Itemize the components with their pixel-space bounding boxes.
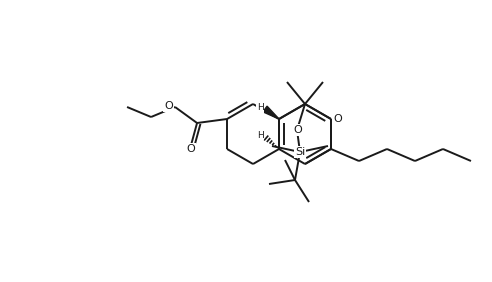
Text: H: H <box>257 131 263 140</box>
Text: H: H <box>257 103 263 113</box>
Text: O: O <box>294 125 303 135</box>
Text: O: O <box>164 101 173 111</box>
Text: Si: Si <box>295 147 305 157</box>
Polygon shape <box>263 106 279 119</box>
Text: O: O <box>333 114 342 124</box>
Text: O: O <box>186 144 195 154</box>
